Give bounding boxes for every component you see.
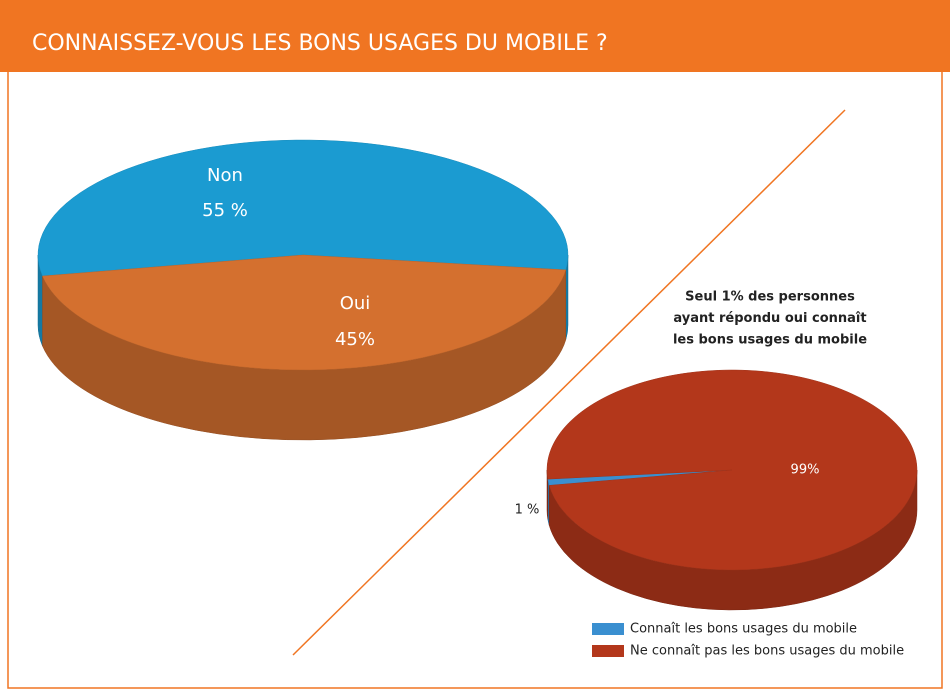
header-bar [0,0,950,72]
pie-slice [37,139,569,277]
slice-category: Oui [340,293,371,314]
slice-value-label: 1 % [515,503,540,518]
slice-value-label: 55 % [202,200,248,221]
slice-value-label: 99% [791,463,820,478]
pie-slice [546,369,918,571]
legend-swatch [592,645,624,657]
legend-label: Ne connaît pas les bons usages du mobile [630,644,904,659]
slice-value-label: 45% [335,329,375,350]
pie-slice [42,254,567,371]
header-title: CONNAISSEZ-VOUS LES BONS USAGES DU MOBIL… [32,31,608,56]
divider [292,109,846,656]
frame [7,72,943,689]
annotation: Seul 1% des personnes [685,290,855,305]
annotation: les bons usages du mobile [673,333,867,348]
legend-swatch [592,623,624,635]
slice-category: Non [207,165,243,186]
legend-label: Connaît les bons usages du mobile [630,622,857,637]
annotation: ayant répondu oui connaît [673,311,866,326]
